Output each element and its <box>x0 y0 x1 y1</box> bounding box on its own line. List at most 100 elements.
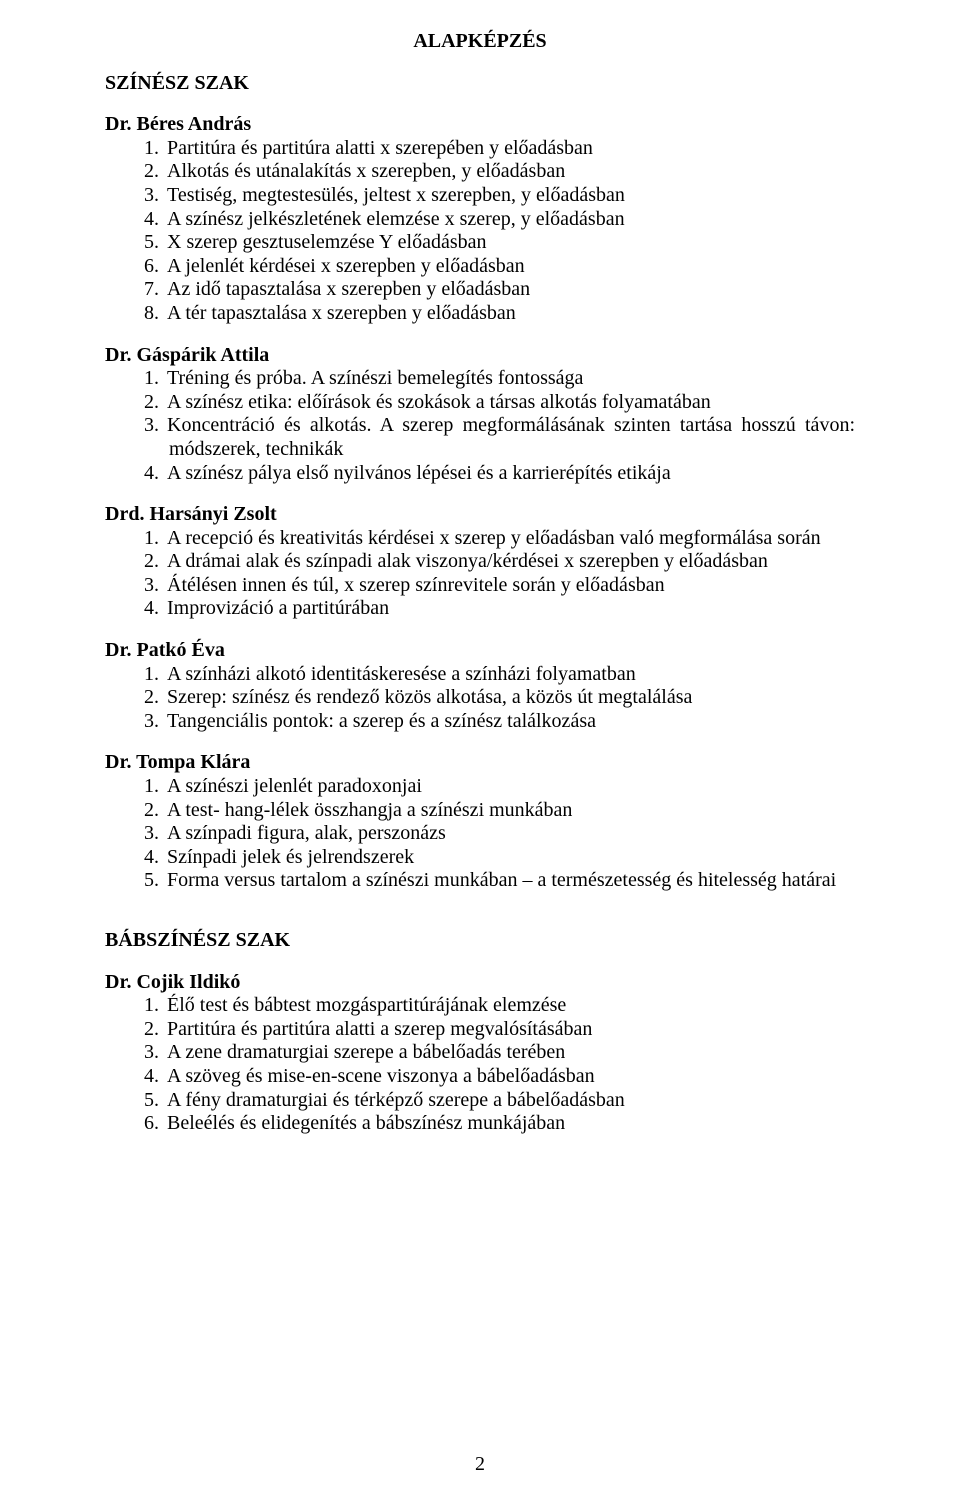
topic-number: 3. <box>141 574 159 598</box>
topic-text: Tangenciális pontok: a szerep és a színé… <box>167 710 596 732</box>
topic-number: 2. <box>141 160 159 184</box>
topic-item: 2.A drámai alak és színpadi alak viszony… <box>169 550 855 574</box>
topic-text: X szerep gesztuselemzése Y előadásban <box>167 231 486 253</box>
topic-text: Partitúra és partitúra alatti x szerepéb… <box>167 137 593 159</box>
topic-number: 2. <box>141 391 159 415</box>
author-name: Drd. Harsányi Zsolt <box>105 503 855 527</box>
topic-text: A fény dramaturgiai és térképző szerepe … <box>167 1089 625 1111</box>
topic-list: 1.A színészi jelenlét paradoxonjai2.A te… <box>105 775 855 893</box>
topic-number: 3. <box>141 1041 159 1065</box>
author-name: Dr. Béres András <box>105 113 855 137</box>
topic-number: 8. <box>141 302 159 326</box>
topic-item: 1.Tréning és próba. A színészi bemelegít… <box>169 367 855 391</box>
topic-text: A színész jelkészletének elemzése x szer… <box>167 208 625 230</box>
topic-item: 1.Partitúra és partitúra alatti x szerep… <box>169 137 855 161</box>
topic-text: Tréning és próba. A színészi bemelegítés… <box>167 367 583 389</box>
topic-item: 8.A tér tapasztalása x szerepben y előad… <box>169 302 855 326</box>
topic-number: 1. <box>141 137 159 161</box>
topic-item: 3.Testiség, megtestesülés, jeltest x sze… <box>169 184 855 208</box>
topic-number: 3. <box>141 822 159 846</box>
topic-item: 5.A fény dramaturgiai és térképző szerep… <box>169 1089 855 1113</box>
topic-text: A színházi alkotó identitáskeresése a sz… <box>167 663 636 685</box>
topic-text: A test- hang-lélek összhangja a színészi… <box>167 799 572 821</box>
topic-item: 4.Improvizáció a partitúrában <box>169 597 855 621</box>
topic-item: 2.Szerep: színész és rendező közös alkot… <box>169 686 855 710</box>
topic-item: 4.A színész pálya első nyilvános lépései… <box>169 462 855 486</box>
topic-text: A drámai alak és színpadi alak viszonya/… <box>167 550 768 572</box>
topic-text: Az idő tapasztalása x szerepben y előadá… <box>167 278 530 300</box>
topic-text: Forma versus tartalom a színészi munkába… <box>167 869 836 891</box>
topic-item: 2.Partitúra és partitúra alatti a szerep… <box>169 1018 855 1042</box>
topic-number: 2. <box>141 1018 159 1042</box>
topic-text: Improvizáció a partitúrában <box>167 597 389 619</box>
topic-number: 3. <box>141 414 159 438</box>
topic-number: 1. <box>141 367 159 391</box>
topic-text: A színész pálya első nyilvános lépései é… <box>167 462 671 484</box>
topic-item: 1.A színészi jelenlét paradoxonjai <box>169 775 855 799</box>
topic-number: 6. <box>141 1112 159 1136</box>
topic-number: 1. <box>141 663 159 687</box>
topic-list: 1. A recepció és kreativitás kérdései x s… <box>105 527 855 621</box>
topic-item: 7.Az idő tapasztalása x szerepben y előa… <box>169 278 855 302</box>
topic-number: 3. <box>141 710 159 734</box>
authors2-container: Dr. Cojik Ildikó1.Élő test és bábtest mo… <box>105 971 855 1136</box>
topic-item: 3.Átélésen innen és túl, x szerep színre… <box>169 574 855 598</box>
topic-item: 2.A színész etika: előírások és szokások… <box>169 391 855 415</box>
topic-number: 2. <box>141 799 159 823</box>
topic-item: 1.Élő test és bábtest mozgáspartitúráján… <box>169 994 855 1018</box>
topic-item: 3.A zene dramaturgiai szerepe a bábelőad… <box>169 1041 855 1065</box>
topic-item: 4.A színész jelkészletének elemzése x sz… <box>169 208 855 232</box>
topic-number: 2. <box>141 686 159 710</box>
topic-number: 4. <box>141 597 159 621</box>
topic-number: 1. <box>141 994 159 1018</box>
topic-text: Koncentráció és alkotás. A szerep megfor… <box>167 414 855 460</box>
topic-item: 3.Koncentráció és alkotás. A szerep megf… <box>169 414 855 461</box>
topic-item: 6.Beleélés és elidegenítés a bábszínész … <box>169 1112 855 1136</box>
topic-number: 4. <box>141 846 159 870</box>
author-name: Dr. Tompa Klára <box>105 751 855 775</box>
topic-item: 1.A színházi alkotó identitáskeresése a … <box>169 663 855 687</box>
topic-text: A színészi jelenlét paradoxonjai <box>167 775 422 797</box>
topic-number: 6. <box>141 255 159 279</box>
topic-number: 4. <box>141 1065 159 1089</box>
topic-number: 1. <box>141 775 159 799</box>
topic-number: 4. <box>141 462 159 486</box>
topic-number: 5. <box>141 1089 159 1113</box>
topic-text: A tér tapasztalása x szerepben y előadás… <box>167 302 516 324</box>
page-number: 2 <box>0 1453 960 1477</box>
topic-item: 1.A recepció és kreativitás kérdései x s… <box>169 527 855 551</box>
topic-list: 1.Élő test és bábtest mozgáspartitúráján… <box>105 994 855 1136</box>
topic-item: 2.Alkotás és utánalakítás x szerepben, y… <box>169 160 855 184</box>
heading-szinesz-szak: SZÍNÉSZ SZAK <box>105 72 855 96</box>
topic-item: 2.A test- hang-lélek összhangja a színés… <box>169 799 855 823</box>
topic-text: Testiség, megtestesülés, jeltest x szere… <box>167 184 625 206</box>
document-page: ALAPKÉPZÉS SZÍNÉSZ SZAK Dr. Béres András… <box>0 0 960 1489</box>
topic-text: A zene dramaturgiai szerepe a bábelőadás… <box>167 1041 565 1063</box>
topic-text: Alkotás és utánalakítás x szerepben, y e… <box>167 160 565 182</box>
topic-text: Beleélés és elidegenítés a bábszínész mu… <box>167 1112 565 1134</box>
topic-number: 1. <box>141 527 159 551</box>
topic-list: 1. Tréning és próba. A színészi bemelegít… <box>105 367 855 485</box>
topic-text: Szerep: színész és rendező közös alkotás… <box>167 686 692 708</box>
topic-number: 3. <box>141 184 159 208</box>
topic-number: 2. <box>141 550 159 574</box>
topic-item: 4.Színpadi jelek és jelrendszerek <box>169 846 855 870</box>
topic-item: 5.Forma versus tartalom a színészi munká… <box>169 869 855 893</box>
heading-babszinesz-szak: BÁBSZÍNÉSZ SZAK <box>105 929 855 953</box>
topic-text: A jelenlét kérdései x szerepben y előadá… <box>167 255 525 277</box>
topic-list: 1. Partitúra és partitúra alatti x szerep… <box>105 137 855 326</box>
topic-text: A színész etika: előírások és szokások a… <box>167 391 711 413</box>
topic-text: Partitúra és partitúra alatti a szerep m… <box>167 1018 592 1040</box>
topic-item: 3.Tangenciális pontok: a szerep és a szí… <box>169 710 855 734</box>
author-name: Dr. Gáspárik Attila <box>105 344 855 368</box>
topic-text: Átélésen innen és túl, x szerep színrevi… <box>167 574 665 596</box>
topic-text: A szöveg és mise-en-scene viszonya a báb… <box>167 1065 595 1087</box>
topic-item: 3.A színpadi figura, alak, perszonázs <box>169 822 855 846</box>
topic-text: A recepció és kreativitás kérdései x sze… <box>167 527 821 549</box>
topic-item: 4.A szöveg és mise-en-scene viszonya a b… <box>169 1065 855 1089</box>
topic-number: 5. <box>141 869 159 893</box>
heading-alapkepzes: ALAPKÉPZÉS <box>105 30 855 54</box>
author-name: Dr. Patkó Éva <box>105 639 855 663</box>
topic-item: 6.A jelenlét kérdései x szerepben y előa… <box>169 255 855 279</box>
topic-list: 1. A színházi alkotó identitáskeresése a … <box>105 663 855 734</box>
